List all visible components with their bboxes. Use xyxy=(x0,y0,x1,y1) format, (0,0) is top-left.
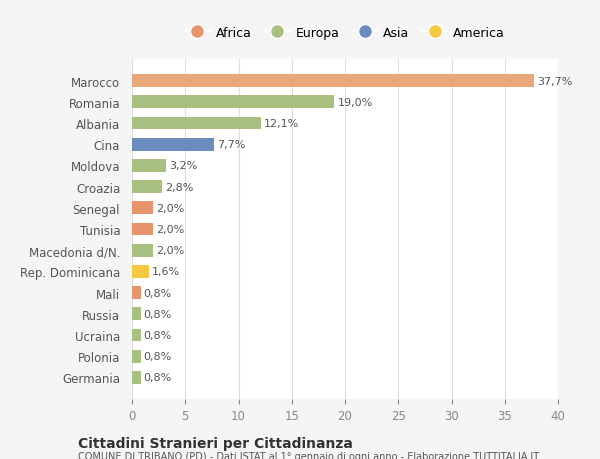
Text: 2,8%: 2,8% xyxy=(165,182,193,192)
Bar xyxy=(132,371,140,384)
Text: 0,8%: 0,8% xyxy=(144,309,172,319)
Bar xyxy=(132,75,533,88)
Text: 7,7%: 7,7% xyxy=(217,140,245,150)
Text: 0,8%: 0,8% xyxy=(144,330,172,340)
Bar xyxy=(132,244,154,257)
Text: 2,0%: 2,0% xyxy=(157,203,185,213)
Text: 37,7%: 37,7% xyxy=(537,77,572,86)
Text: 2,0%: 2,0% xyxy=(157,246,185,256)
Text: 0,8%: 0,8% xyxy=(144,352,172,361)
Bar xyxy=(132,223,154,236)
Bar xyxy=(132,160,166,173)
Text: 0,8%: 0,8% xyxy=(144,373,172,382)
Legend: Africa, Europa, Asia, America: Africa, Europa, Asia, America xyxy=(180,22,510,45)
Text: 3,2%: 3,2% xyxy=(169,161,197,171)
Text: 12,1%: 12,1% xyxy=(264,119,299,129)
Bar xyxy=(132,265,149,278)
Bar xyxy=(132,308,140,320)
Text: 0,8%: 0,8% xyxy=(144,288,172,298)
Text: 19,0%: 19,0% xyxy=(338,98,373,107)
Bar xyxy=(132,96,334,109)
Bar xyxy=(132,118,261,130)
Text: 1,6%: 1,6% xyxy=(152,267,181,277)
Text: Cittadini Stranieri per Cittadinanza: Cittadini Stranieri per Cittadinanza xyxy=(78,436,353,450)
Text: 2,0%: 2,0% xyxy=(157,224,185,235)
Bar xyxy=(132,350,140,363)
Text: COMUNE DI TRIBANO (PD) - Dati ISTAT al 1° gennaio di ogni anno - Elaborazione TU: COMUNE DI TRIBANO (PD) - Dati ISTAT al 1… xyxy=(78,451,539,459)
Bar xyxy=(132,286,140,299)
Bar xyxy=(132,202,154,215)
Bar xyxy=(132,139,214,151)
Bar xyxy=(132,181,162,194)
Bar xyxy=(132,329,140,341)
